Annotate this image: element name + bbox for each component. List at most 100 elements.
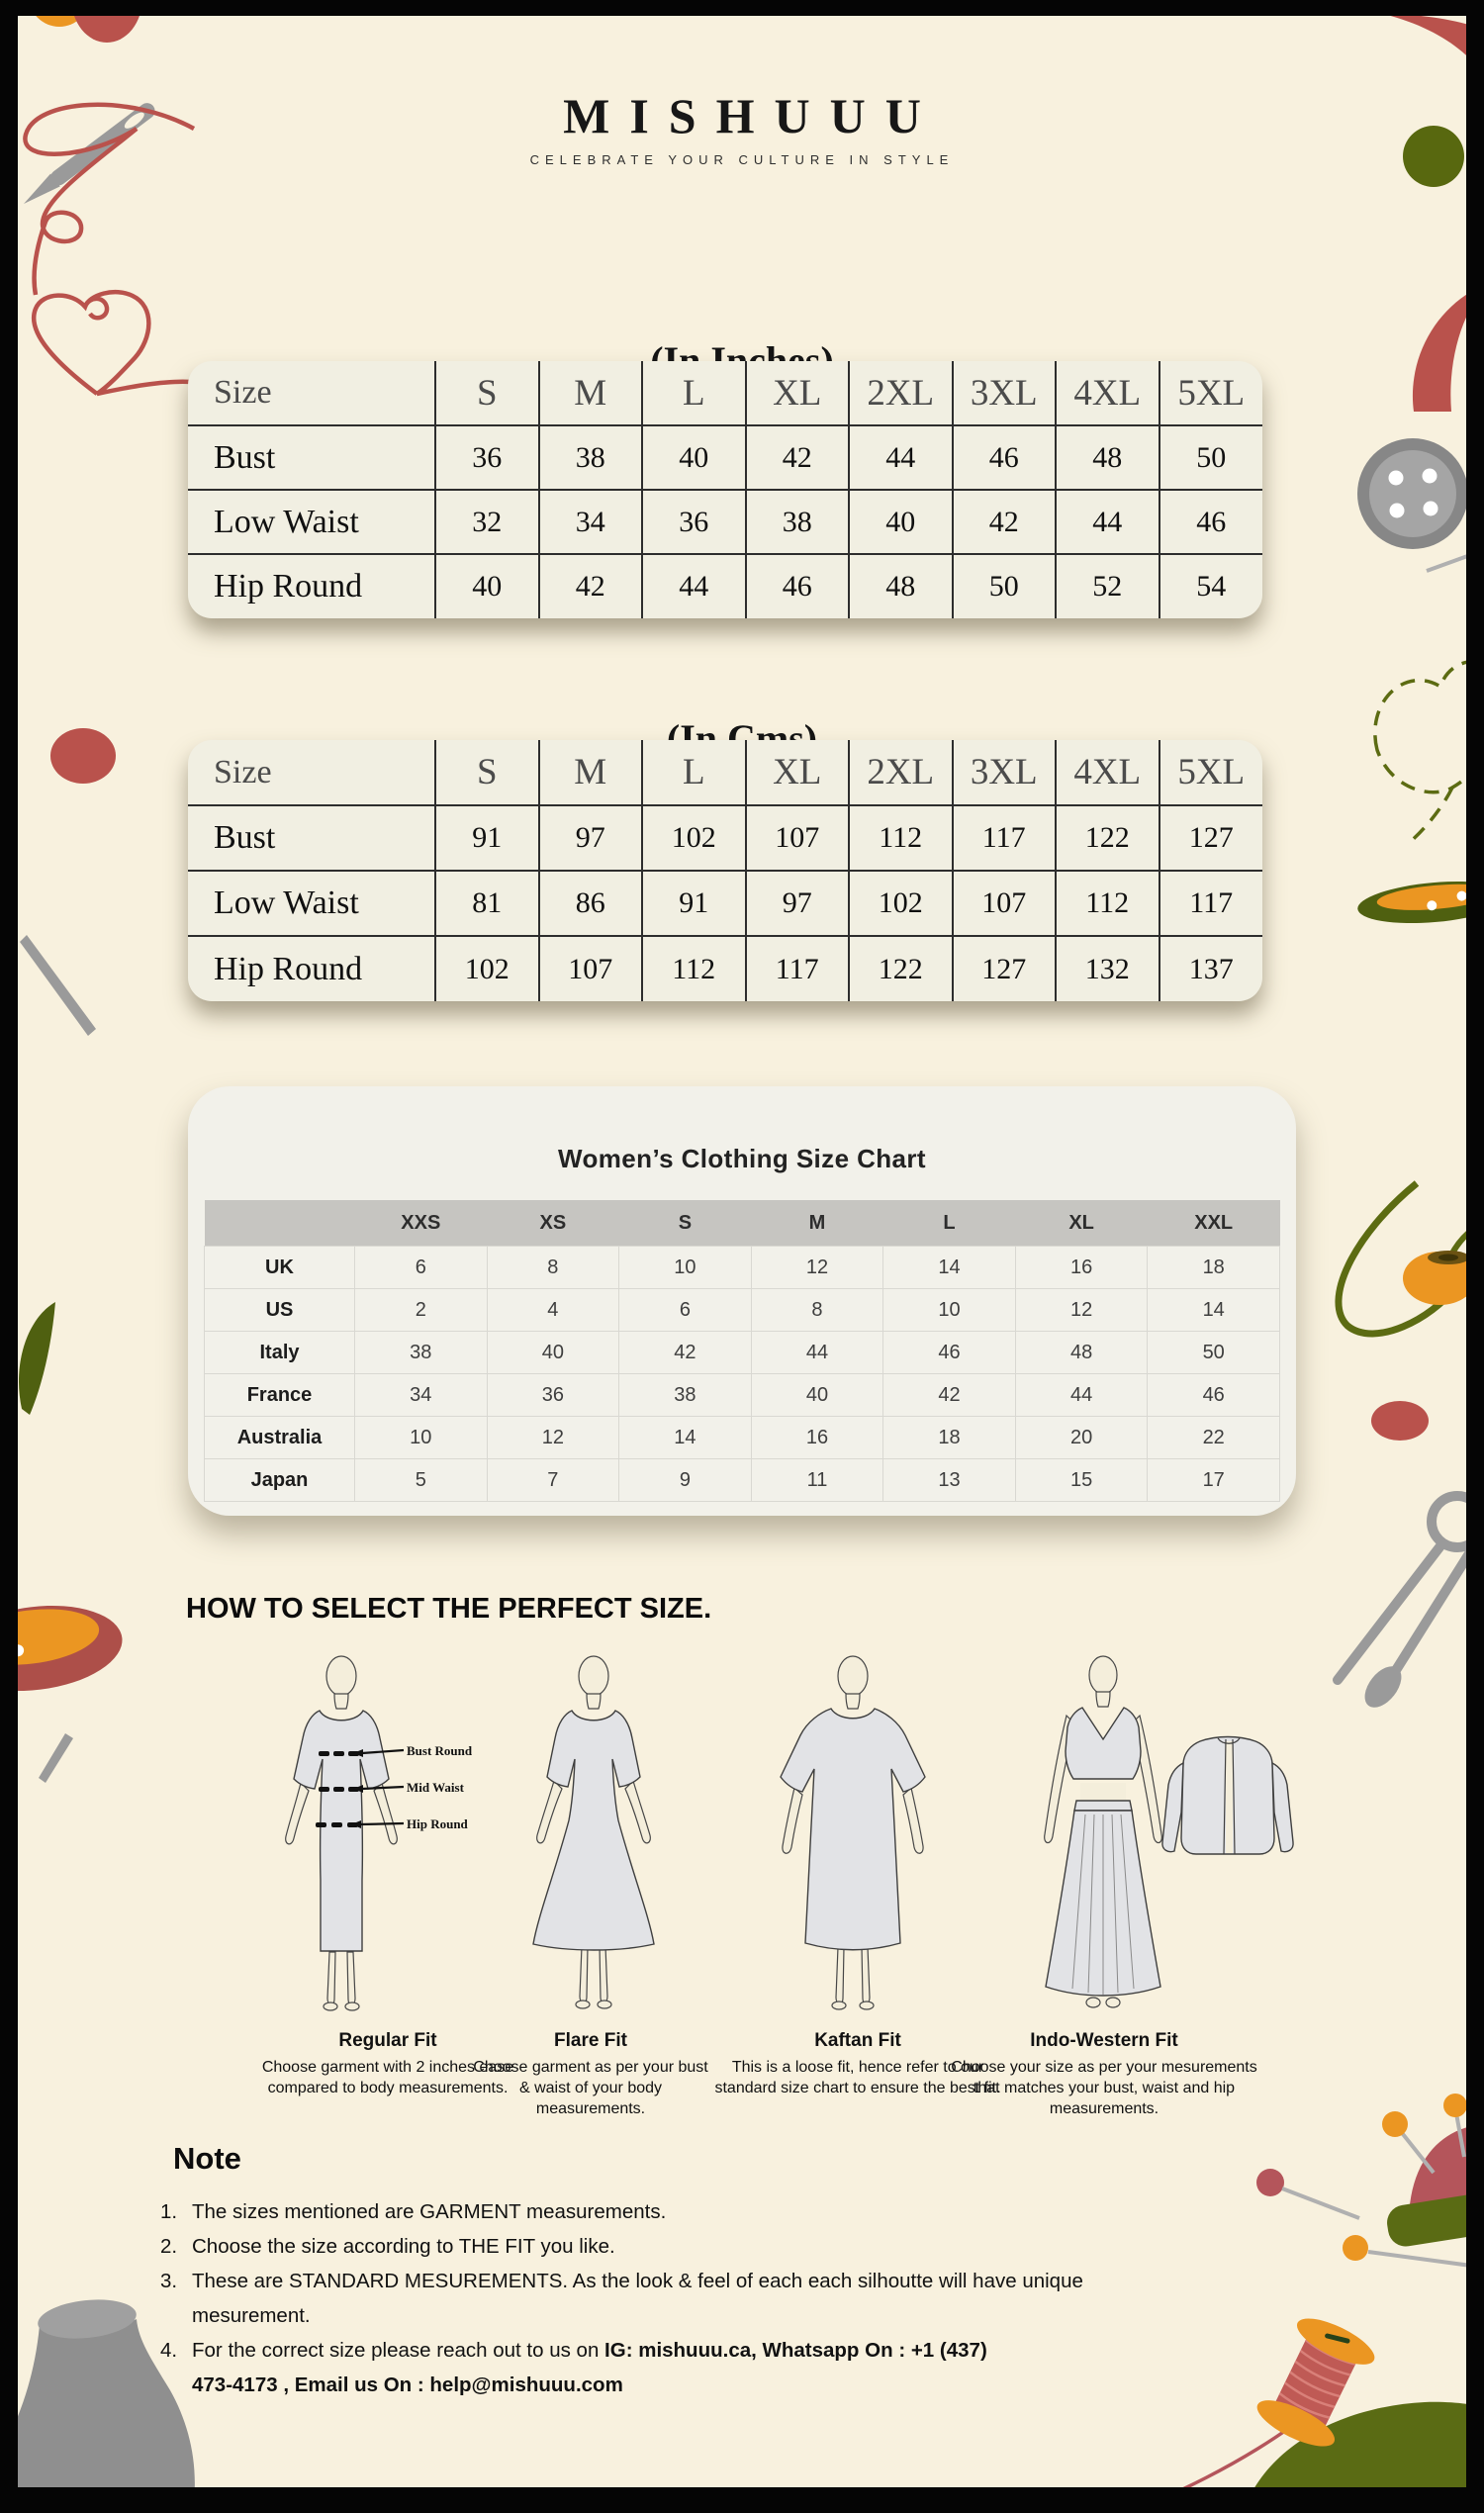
table-row: Low Waist 32 34 36 38 40 42 44 46	[188, 489, 1262, 555]
cell-value: 12	[1014, 1288, 1149, 1332]
note-item: The sizes mentioned are GARMENT measurem…	[160, 2194, 1278, 2229]
note-item: Choose the size according to THE FIT you…	[160, 2229, 1278, 2264]
cell-value: 38	[618, 1373, 752, 1417]
cell-value: 34	[354, 1373, 488, 1417]
cell-value: 15	[1014, 1458, 1149, 1502]
column-header: M	[537, 740, 643, 806]
cell-value: 52	[1055, 553, 1160, 618]
cell-value: 8	[486, 1246, 620, 1289]
column-header: 2XL	[848, 361, 954, 426]
cell-value: 112	[848, 804, 954, 872]
column-header: S	[434, 361, 540, 426]
note-list: The sizes mentioned are GARMENT measurem…	[160, 2194, 1278, 2402]
cell-value: 9	[618, 1458, 752, 1502]
note-text: Choose the size according to THE FIT you…	[192, 2235, 615, 2258]
cms-size-table: Size S M L XL 2XL 3XL 4XL 5XL Bust 91 97 102 107 112 11…	[188, 740, 1262, 1001]
cell-value: 46	[951, 424, 1057, 491]
cell-value: 32	[434, 489, 540, 555]
row-label: Hip Round	[188, 935, 436, 1001]
cell-value: 6	[618, 1288, 752, 1332]
column-header: 4XL	[1055, 740, 1160, 806]
brand-header: MISHUUU CELEBRATE YOUR CULTURE IN STYLE	[18, 87, 1466, 167]
cell-value: 6	[354, 1246, 488, 1289]
column-header: L	[641, 740, 747, 806]
cell-value: 12	[486, 1416, 620, 1459]
note-item: These are STANDARD MESUREMENTS. As the l…	[160, 2264, 1278, 2333]
table-row: Australia 10 12 14 16 18 20 22	[204, 1416, 1280, 1459]
cell-value: 50	[1158, 424, 1262, 491]
cell-value: 44	[1055, 489, 1160, 555]
table-row: Low Waist 81 86 91 97 102 107 112 117	[188, 870, 1262, 937]
cell-value: 48	[1014, 1331, 1149, 1374]
cell-value: 18	[1147, 1246, 1280, 1289]
note-text: The sizes mentioned are GARMENT measurem…	[192, 2200, 667, 2223]
column-header: S	[434, 740, 540, 806]
brand-logo: MISHUUU	[563, 88, 941, 143]
cell-value: 117	[744, 935, 850, 1001]
fit-name: Indo-Western Fit	[1030, 2030, 1178, 2051]
cell-value: 46	[744, 553, 850, 618]
row-label: France	[204, 1373, 355, 1417]
cell-value: 14	[1147, 1288, 1280, 1332]
cell-value: 16	[1014, 1246, 1149, 1289]
note-text: For the correct size please reach out to…	[192, 2339, 605, 2362]
cell-value: 18	[882, 1416, 1016, 1459]
measure-label-bust: Bust Round	[407, 1743, 473, 1758]
cell-value: 36	[434, 424, 540, 491]
cell-value: 40	[750, 1373, 884, 1417]
cell-value: 46	[1158, 489, 1262, 555]
cell-value: 8	[750, 1288, 884, 1332]
column-header: 4XL	[1055, 361, 1160, 426]
cell-value: 40	[434, 553, 540, 618]
row-label: Low Waist	[188, 489, 436, 555]
cell-value: 7	[486, 1458, 620, 1502]
note-text: mesurement.	[192, 2304, 311, 2327]
inches-size-table: Size S M L XL 2XL 3XL 4XL 5XL Bust 36 38 40 42 44 46 48 5…	[188, 361, 1262, 618]
cell-value: 38	[537, 424, 643, 491]
cell-value: 86	[537, 870, 643, 937]
cell-value: 112	[1055, 870, 1160, 937]
cell-value: 34	[537, 489, 643, 555]
cell-value: 117	[951, 804, 1057, 872]
womens-chart-title: Women’s Clothing Size Chart	[558, 1144, 926, 1173]
indo-western-fit-figure	[989, 1654, 1296, 2030]
cell-value: 38	[354, 1331, 488, 1374]
table-row: Japan 5 7 9 11 13 15 17	[204, 1458, 1280, 1502]
cell-value: 10	[618, 1246, 752, 1289]
header-row: Size S M L XL 2XL 3XL 4XL 5XL	[188, 361, 1262, 426]
cell-value: 5	[354, 1458, 488, 1502]
measure-label-hip: Hip Round	[407, 1816, 469, 1831]
cell-value: 42	[951, 489, 1057, 555]
fit-name: Flare Fit	[554, 2030, 627, 2051]
column-header: L	[641, 361, 747, 426]
table-row: Bust 91 97 102 107 112 117 122 127	[188, 804, 1262, 872]
flare-fit-figure	[475, 1654, 712, 2030]
row-label: Bust	[188, 424, 436, 491]
column-header: 5XL	[1158, 740, 1262, 806]
cell-value: 2	[354, 1288, 488, 1332]
table-row: France 34 36 38 40 42 44 46	[204, 1373, 1280, 1417]
column-header: L	[882, 1200, 1016, 1247]
cell-value: 122	[848, 935, 954, 1001]
column-header: 2XL	[848, 740, 954, 806]
cell-value: 46	[1147, 1373, 1280, 1417]
row-label: Hip Round	[188, 553, 436, 618]
cell-value: 10	[882, 1288, 1016, 1332]
column-header: XL	[1015, 1200, 1148, 1247]
contact-info: 473-4173 , Email us On : help@mishuuu.co…	[192, 2373, 623, 2396]
cell-value: 38	[744, 489, 850, 555]
cell-value: 97	[744, 870, 850, 937]
fit-description: This is a loose fit, hence refer to our …	[714, 2059, 1001, 2096]
cell-value: 13	[882, 1458, 1016, 1502]
table-row: US 2 4 6 8 10 12 14	[204, 1288, 1280, 1332]
column-header	[204, 1200, 355, 1247]
header-row: XXS XS S M L XL XXL	[204, 1200, 1280, 1247]
jacket-illustration	[1161, 1735, 1294, 1855]
cell-value: 127	[951, 935, 1057, 1001]
cell-value: 137	[1158, 935, 1262, 1001]
cell-value: 46	[882, 1331, 1016, 1374]
cell-value: 10	[354, 1416, 488, 1459]
row-label: Japan	[204, 1458, 355, 1502]
cell-value: 20	[1014, 1416, 1149, 1459]
